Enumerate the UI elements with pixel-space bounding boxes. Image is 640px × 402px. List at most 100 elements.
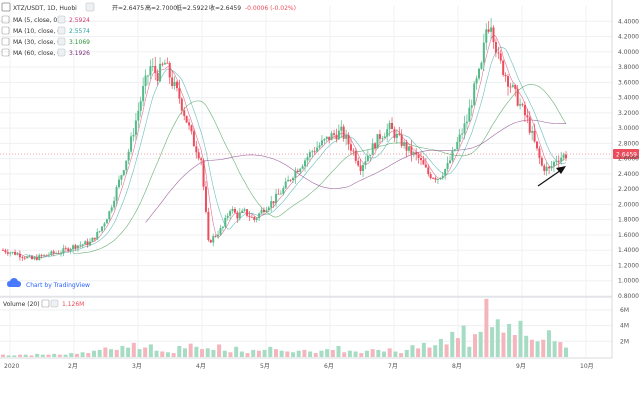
indicator-row-ma30[interactable]: MA (30, close, 0) 3.1069: [1, 37, 90, 46]
volume-bar: [302, 349, 307, 357]
volume-bar: [552, 341, 557, 357]
volume-bar: [370, 349, 375, 357]
candle-body: [371, 143, 374, 155]
time-tick-label: 7月: [388, 363, 398, 370]
price-tick-label: 3.6000: [618, 79, 639, 86]
volume-bar: [200, 349, 205, 357]
volume-bar: [507, 324, 512, 357]
candle-body: [207, 211, 210, 241]
volume-bar: [404, 349, 409, 357]
indicator-label: MA (10, close, 0): [13, 28, 63, 35]
candle-body: [432, 178, 435, 179]
indicator-settings-icon[interactable]: [57, 48, 66, 57]
volume-bar: [399, 353, 404, 357]
volume-tick-label: 2M: [620, 338, 629, 345]
volume-bar: [296, 350, 301, 357]
candle-body: [139, 101, 142, 111]
indicator-row-ma5[interactable]: MA (5, close, 0) 2.5924: [1, 15, 90, 24]
candle-body: [342, 126, 345, 139]
candle-body: [398, 133, 401, 135]
indicator-row-ma60[interactable]: MA (60, close, 0) 3.1926: [1, 48, 90, 57]
candle-body: [345, 135, 348, 139]
candle-body: [509, 86, 512, 88]
price-tick-label: 1.0000: [618, 278, 639, 285]
volume-bar: [387, 348, 392, 357]
candle-body: [30, 256, 33, 260]
volume-settings-icon[interactable]: [50, 299, 59, 308]
volume-bar: [416, 348, 421, 357]
price-axis: 4.4000 4.2000 4.0000 3.8000 3.6000 3.4000 3.20…: [618, 18, 639, 300]
candle-body: [190, 125, 193, 132]
visibility-icon[interactable]: [1, 15, 10, 24]
volume-bar: [342, 352, 347, 357]
volume-bar: [109, 349, 114, 357]
candle-body: [14, 251, 17, 255]
time-tick-label: 4月: [196, 363, 206, 370]
indicator-value: 3.1926: [69, 50, 90, 57]
candle-body: [246, 209, 249, 216]
indicator-settings-icon[interactable]: [57, 15, 66, 24]
candle-body: [180, 98, 183, 111]
volume-bar: [541, 339, 546, 357]
candle-body: [304, 160, 307, 167]
indicator-value: 3.1069: [69, 39, 90, 46]
candle-body: [18, 253, 21, 258]
candle-body: [243, 209, 246, 211]
volume-bar: [97, 349, 102, 357]
candle-body: [50, 251, 53, 255]
candle-body: [521, 104, 524, 106]
time-tick-label: 3月: [132, 363, 142, 370]
volume-bar: [239, 351, 244, 357]
settings-icon[interactable]: [85, 2, 95, 12]
candle-body: [248, 215, 251, 217]
symbol-label[interactable]: XTZ/USDT, 1D, Huobi: [13, 5, 77, 12]
candle-body: [480, 62, 483, 69]
volume-bar: [171, 353, 176, 357]
indicator-settings-icon[interactable]: [57, 37, 66, 46]
volume-bar: [29, 355, 34, 357]
volume-bar: [234, 346, 239, 357]
volume-visibility-icon[interactable]: [41, 299, 50, 308]
candle-body: [301, 166, 304, 169]
candle-body: [475, 78, 478, 84]
visibility-icon[interactable]: [1, 48, 10, 57]
candle-body: [507, 76, 510, 87]
indicator-label: MA (60, close, 0): [13, 50, 63, 57]
tradingview-watermark[interactable]: Chart by TradingView: [7, 278, 90, 289]
visibility-icon[interactable]: [1, 37, 10, 46]
candle-body: [519, 104, 522, 106]
collapse-icon[interactable]: [1, 2, 11, 12]
candle-body: [122, 170, 125, 176]
time-tick-label: 9月: [516, 363, 526, 370]
price-tick-label: 1.6000: [618, 232, 639, 239]
candle-body: [23, 257, 26, 259]
indicator-settings-icon[interactable]: [57, 26, 66, 35]
candle-body: [504, 75, 507, 77]
price-tick-label: 4.0000: [618, 49, 639, 56]
visibility-icon[interactable]: [1, 26, 10, 35]
candle-body: [275, 193, 278, 204]
candle-body: [35, 257, 38, 260]
candle-body: [465, 121, 468, 124]
candle-body: [144, 75, 147, 87]
volume-bar: [273, 349, 278, 357]
candle-body: [311, 151, 314, 153]
candle-body: [514, 84, 517, 89]
candle-body: [376, 134, 379, 149]
candle-body: [444, 169, 447, 176]
candle-body: [93, 237, 96, 240]
candle-body: [86, 241, 89, 246]
time-tick-label: 5月: [260, 363, 270, 370]
candle-body: [289, 179, 292, 181]
candle-body: [101, 226, 104, 232]
volume-bar: [40, 354, 45, 357]
chart-header: XTZ/USDT, 1D, Huobi 开=2.6475 高=2.7000 低=…: [1, 2, 296, 12]
volume-bar: [194, 346, 199, 357]
volume-bar: [524, 335, 529, 357]
volume-bar: [160, 351, 165, 357]
arrow-head-icon: [556, 166, 566, 174]
candle-body: [67, 248, 70, 252]
candle-body: [168, 62, 171, 78]
indicator-row-ma10[interactable]: MA (10, close, 0) 2.5574: [1, 26, 90, 35]
